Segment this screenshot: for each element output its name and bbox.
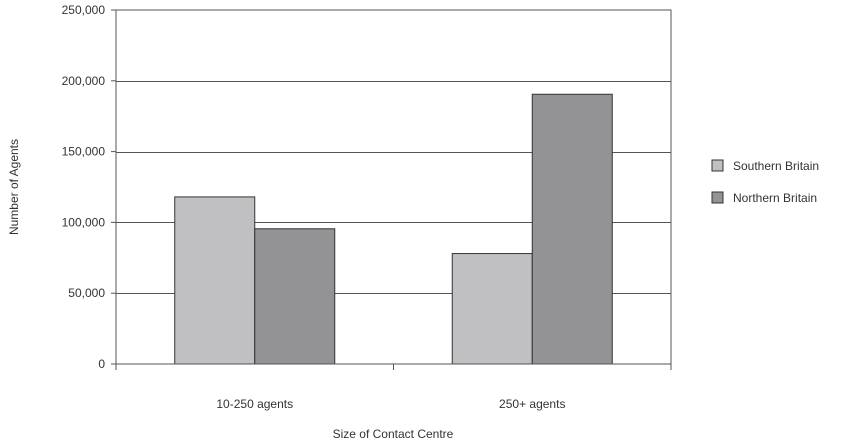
bar-southern-britain-2 <box>451 253 533 365</box>
x-tick-label: 10-250 agents <box>216 397 293 411</box>
y-tick-label: 250,000 <box>62 3 106 17</box>
y-axis-title: Number of Agents <box>7 139 21 235</box>
y-tick-label: 100,000 <box>62 215 106 229</box>
x-tick-label: 250+ agents <box>499 397 565 411</box>
bar-northern-britain-2 <box>531 93 613 365</box>
legend-label: Northern Britain <box>733 191 817 205</box>
y-tick-label: 150,000 <box>62 145 106 159</box>
legend: Southern Britain Northern Britain <box>711 159 819 205</box>
x-axis-ticks: 10-250 agents 250+ agents <box>115 364 672 411</box>
y-tick-label: 200,000 <box>62 74 106 88</box>
x-axis-title: Size of Contact Centre <box>333 427 454 441</box>
y-tick-label: 0 <box>98 357 105 371</box>
bar-northern-britain-1 <box>254 228 336 365</box>
legend-swatch <box>711 159 724 172</box>
legend-swatch <box>711 191 724 204</box>
bar-southern-britain-1 <box>174 196 256 365</box>
y-tick-label: 50,000 <box>68 286 105 300</box>
y-axis-ticks: 0 50,000 100,000 150,000 200,000 250,000 <box>62 3 116 371</box>
legend-label: Southern Britain <box>733 159 819 173</box>
